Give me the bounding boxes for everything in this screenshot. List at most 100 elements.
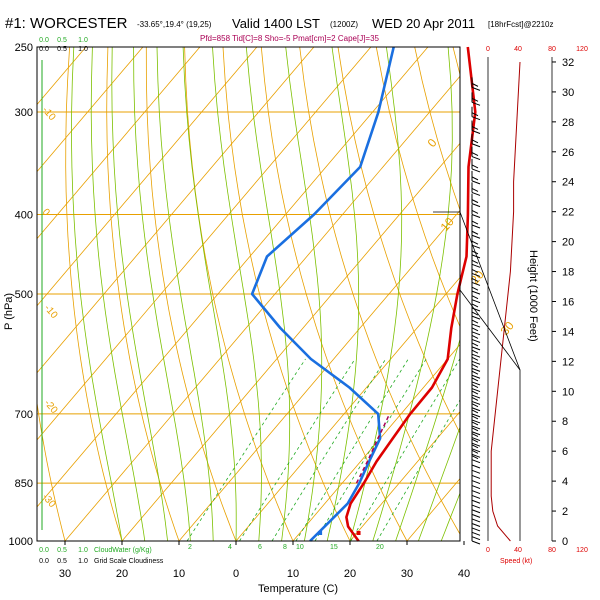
pressure-tick-label: 850	[15, 478, 33, 490]
mixing-ratio-label: 6	[258, 544, 262, 551]
wind-barb-flag	[471, 381, 481, 386]
wind-barb-flag	[471, 263, 481, 268]
bottom-cloud-water-tick: 1.0	[78, 547, 88, 554]
height-tick-label: 12	[562, 356, 574, 368]
height-tick-label: 4	[562, 476, 568, 488]
wind-barb-flag	[471, 323, 481, 328]
speed-tick-label-top: 40	[514, 46, 522, 53]
wind-barb-flag	[471, 509, 481, 514]
wind-barb-flag	[471, 272, 481, 277]
wind-barb-flag	[471, 116, 481, 121]
temperature-tick-label: 30	[59, 568, 71, 580]
mixing-ratio-line	[350, 358, 460, 541]
cloud-water-title: CloudWater (g/Kg)	[94, 547, 152, 554]
header-indices: Pfd=858 Tid[C]=8 Sho=-5 Pmat[cm]=2 Cape[…	[200, 34, 380, 43]
height-tick-label: 8	[562, 416, 568, 428]
isotherm-label: -10	[42, 303, 60, 321]
wind-barb-flag	[471, 527, 481, 532]
header-date: WED 20 Apr 2011	[372, 16, 475, 31]
isotherm-line	[37, 47, 201, 240]
moist-adiabat	[418, 426, 460, 541]
adiabat-label: 30	[498, 318, 518, 337]
height-tick-label: 2	[562, 506, 568, 518]
wind-barb-flag	[471, 394, 481, 399]
wind-speed-profile	[490, 61, 521, 542]
wind-barb-flag	[471, 370, 479, 375]
wind-barb-flag	[471, 407, 481, 412]
height-tick-label: 20	[562, 237, 574, 249]
wind-barb-flag	[471, 513, 481, 518]
wind-barb-flag	[471, 281, 481, 286]
wind-barb-flag	[471, 490, 481, 495]
header-station: #1: WORCESTER	[5, 15, 128, 32]
height-tick-label: 24	[562, 177, 574, 189]
wind-barb-flag	[471, 286, 479, 291]
wind-barb-flag	[471, 356, 479, 361]
mixing-ratio-label: 15	[330, 544, 338, 551]
wind-barb-flag	[471, 494, 481, 499]
top-cloud-water-tick: 1.0	[78, 37, 88, 44]
wind-barb-flag	[471, 444, 479, 449]
wind-barb-flag	[471, 230, 479, 235]
wind-barb-flag	[471, 360, 481, 365]
header-utc: (1200Z)	[330, 20, 358, 29]
wind-barb-flag	[471, 353, 481, 358]
moist-adiabat	[156, 47, 214, 541]
wind-barb-flag	[471, 327, 479, 332]
bottom-cloudiness-tick: 1.0	[78, 558, 88, 565]
wind-barb-flag	[471, 421, 479, 426]
wind-barb-flag	[471, 143, 481, 148]
wind-barb-flag	[471, 295, 479, 300]
wind-barb-flag	[471, 480, 481, 485]
temperature-tick-label: 10	[287, 568, 299, 580]
moist-adiabat	[71, 47, 123, 541]
pressure-tick-label: 1000	[9, 536, 33, 548]
top-cloudiness-tick: 0.0	[39, 46, 49, 53]
height-tick-label: 18	[562, 267, 574, 279]
wind-barb-flag	[471, 390, 479, 395]
wind-barb-flag	[471, 191, 481, 196]
mixing-ratio-line	[376, 399, 460, 541]
isotherm-line	[178, 209, 460, 541]
wind-barb-flag	[471, 427, 479, 432]
wind-barb-flag	[471, 334, 479, 339]
mixing-ratio-label: 4	[228, 544, 232, 551]
moist-adiabat	[349, 47, 403, 541]
height-tick-label: 14	[562, 326, 574, 338]
wind-barb-flag	[471, 303, 479, 308]
pressure-tick-label: 250	[15, 42, 33, 54]
wind-barb-flag	[471, 409, 479, 414]
dry-adiabat	[65, 47, 123, 541]
wind-barb-flag	[471, 419, 481, 424]
wind-barb-flag	[471, 259, 479, 264]
wind-barb-flag	[471, 403, 479, 408]
moist-adiabat	[285, 47, 323, 541]
wind-barb-flag	[471, 220, 479, 225]
wind-barb-flag	[471, 86, 481, 91]
wind-barb-flag	[471, 397, 479, 401]
wind-barb-flag	[471, 214, 481, 218]
bottom-cloudiness-tick: 0.0	[39, 558, 49, 565]
mixing-ratio-label: 20	[376, 544, 384, 551]
bottom-cloud-water-tick: 0.0	[39, 547, 49, 554]
wind-barb-flag	[471, 425, 481, 430]
wind-barb-flag	[471, 349, 479, 354]
wind-barb-flag	[471, 234, 481, 239]
dry-adiabat	[375, 47, 460, 328]
wind-barb-flag	[471, 431, 481, 436]
bottom-cloud-water-tick: 0.5	[57, 547, 67, 554]
dry-adiabat	[37, 400, 66, 541]
wind-barb-flag	[471, 401, 481, 405]
wind-barb-flag	[471, 130, 481, 134]
wind-barb-flag	[471, 224, 481, 229]
speed-tick-label-top: 120	[576, 46, 588, 53]
moist-adiabat	[212, 47, 262, 541]
header-valid: Valid 1400 LST	[232, 16, 320, 31]
wind-barb-flag	[471, 319, 479, 324]
speed-axis-title: Speed (kt)	[500, 558, 532, 565]
wind-barb-flag	[471, 338, 481, 343]
height-axis-title: Height (1000 Feet)	[527, 250, 539, 342]
bottom-cloudiness-tick: 0.5	[57, 558, 67, 565]
